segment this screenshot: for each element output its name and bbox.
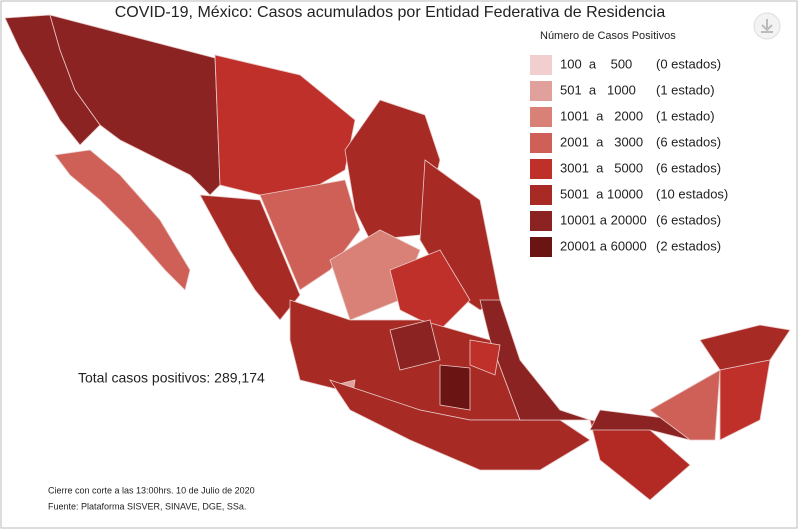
legend-swatch [530, 81, 552, 101]
legend-range: 100 a 500 [560, 56, 632, 71]
state [199, 194, 301, 321]
state [439, 364, 471, 411]
state [389, 319, 441, 371]
mexico-map [4, 14, 791, 501]
legend-range: 1001 a 2000 [560, 108, 643, 123]
legend-count: (10 estados) [656, 186, 728, 201]
state [329, 379, 591, 471]
legend-range: 501 a 1000 [560, 82, 636, 97]
legend-count: (6 estados) [656, 160, 721, 175]
legend-range: 10001 a 20000 [560, 212, 647, 227]
legend-title: Número de Casos Positivos [540, 30, 676, 42]
legend-range: 5001 a 10000 [560, 186, 643, 201]
state [214, 54, 356, 196]
state [54, 149, 191, 291]
state [389, 249, 471, 331]
legend-count: (1 estado) [656, 82, 715, 97]
legend-swatch [530, 185, 552, 205]
total-label: Total casos positivos: 289,174 [78, 370, 265, 386]
footnote: Fuente: Plataforma SISVER, SINAVE, DGE, … [48, 501, 246, 511]
legend-count: (0 estados) [656, 56, 721, 71]
legend-count: (6 estados) [656, 212, 721, 227]
state [699, 324, 791, 371]
legend-range: 2001 a 3000 [560, 134, 643, 149]
download-button[interactable] [753, 12, 781, 40]
legend-swatch [530, 133, 552, 153]
legend-swatch [530, 55, 552, 75]
legend-swatch [530, 237, 552, 257]
legend-count: (1 estado) [656, 108, 715, 123]
legend-count: (6 estados) [656, 134, 721, 149]
legend-count: (2 estados) [656, 238, 721, 253]
legend-swatch [530, 159, 552, 179]
legend-swatch [530, 107, 552, 127]
state [719, 359, 771, 441]
state [469, 339, 501, 376]
legend-range: 20001 a 60000 [560, 238, 647, 253]
footnote: Cierre con corte a las 13:00hrs. 10 de J… [48, 485, 255, 495]
title: COVID-19, México: Casos acumulados por E… [115, 4, 666, 21]
legend-swatch [530, 211, 552, 231]
state [649, 369, 721, 441]
legend-range: 3001 a 5000 [560, 160, 643, 175]
legend: 100 a 500 (0 estados) 501 a 1000 (1 estado)… [530, 55, 728, 257]
